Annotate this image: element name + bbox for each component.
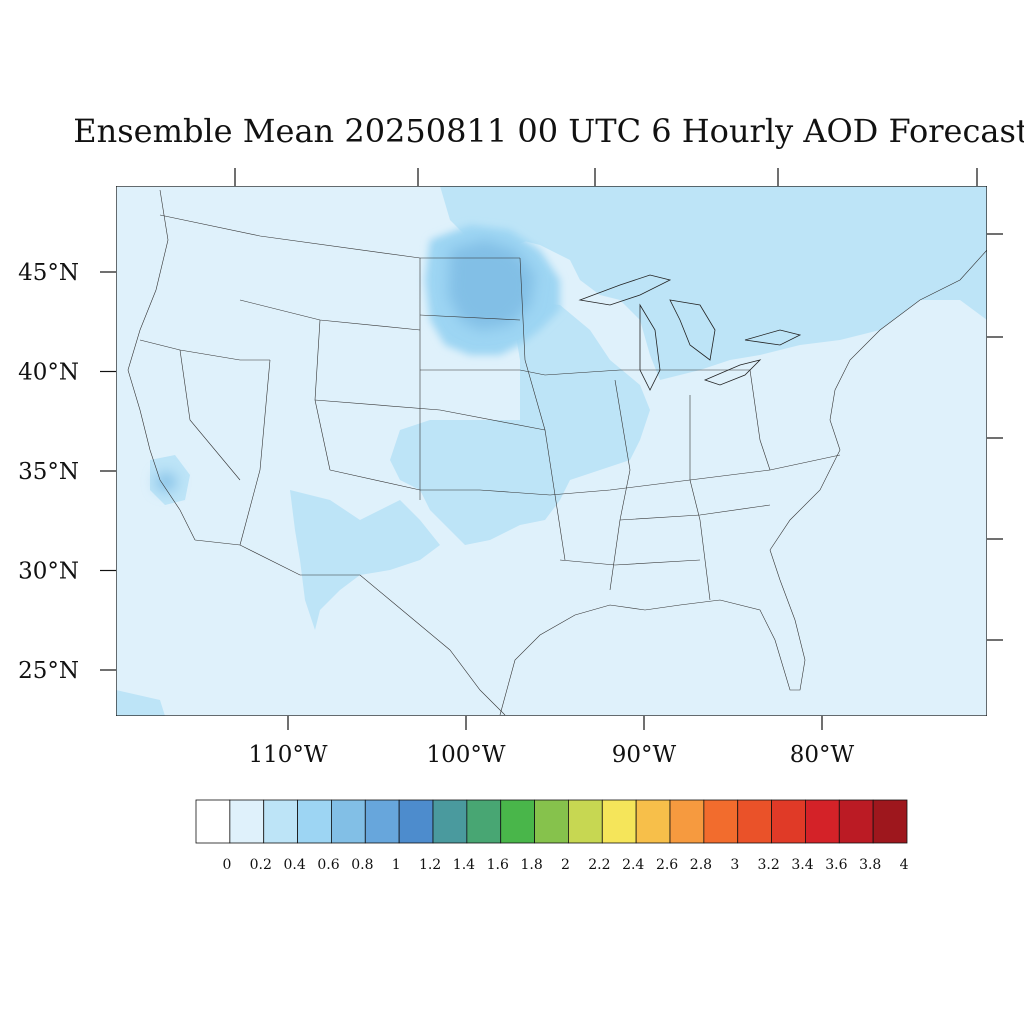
colorbar-label: 1.8: [521, 857, 543, 873]
colorbar-label: 0: [222, 857, 231, 873]
colorbar-label: 1: [392, 857, 401, 873]
colorbar-swatch: [601, 799, 637, 844]
colorbar-label: 0.2: [250, 857, 272, 873]
colorbar-swatch: [534, 799, 569, 844]
line-v2: [519, 257, 566, 561]
colorbar-label: 2.6: [656, 857, 678, 873]
colorbar-label: 3.2: [758, 857, 780, 873]
y-tick-label: 35°N: [18, 459, 79, 485]
lake-erie: [703, 359, 762, 386]
colorbar-label: 1.6: [487, 857, 509, 873]
colorbar-label: 0.6: [317, 857, 339, 873]
map-plot-area: [116, 186, 987, 716]
aod-region-socal-core: [156, 473, 176, 491]
colorbar-swatch: [635, 799, 671, 844]
colorbar-swatch: [229, 799, 265, 844]
colorbar-swatch: [737, 799, 772, 844]
colorbar: 0 0.2 0.4 0.6 0.8 1 1.2 1.4 1.6 1.8 2 2.2 2.4 2.6 2.8 3…: [195, 799, 909, 873]
aod-region-midwest: [390, 300, 650, 545]
coastline-west: [127, 189, 196, 541]
colorbar-label: 3.6: [825, 857, 847, 873]
line-v7: [689, 395, 711, 601]
y-tick-label: 30°N: [18, 559, 79, 585]
lake-superior: [578, 274, 672, 306]
line-sd-ne: [419, 314, 521, 321]
colorbar-swatch: [568, 799, 603, 844]
colorbar-label: 2: [561, 857, 570, 873]
line-ca-nv: [139, 339, 270, 361]
colorbar-label: 4: [900, 857, 909, 873]
great-lakes: [578, 274, 802, 391]
colorbar-swatch: [872, 799, 908, 844]
line-v5: [179, 349, 241, 481]
colorbar-label: 3.4: [791, 857, 813, 873]
colorbar-label: 2.2: [588, 857, 610, 873]
x-tick-label: 110°W: [248, 742, 327, 768]
border-south: [194, 539, 506, 716]
colorbar-label: 0.8: [351, 857, 373, 873]
colorbar-label: 3.8: [859, 857, 881, 873]
lake-ontario: [744, 329, 802, 346]
aod-region-mexico-west: [116, 690, 165, 716]
line-ne-ks: [420, 369, 750, 376]
aod-region-southwest: [290, 490, 440, 630]
line-ok-tx: [329, 454, 841, 496]
line-ar-la: [559, 559, 701, 566]
y-tick-label: 40°N: [18, 360, 79, 386]
lake-huron: [669, 299, 716, 361]
border-north: [159, 214, 520, 259]
colorbar-swatch: [398, 799, 434, 844]
colorbar-swatch: [466, 799, 502, 844]
colorbar-label: 2.4: [622, 857, 644, 873]
colorbar-label: 2.8: [690, 857, 712, 873]
aod-shading: [116, 186, 987, 716]
colorbar-label: 1.2: [419, 857, 441, 873]
line-v3: [239, 359, 271, 546]
lake-michigan: [639, 303, 661, 391]
x-tick-label: 100°W: [426, 742, 505, 768]
colorbar-swatch: [500, 799, 535, 844]
x-tick-label: 80°W: [790, 742, 855, 768]
colorbar-label: 0.4: [284, 857, 306, 873]
line-co-ks: [314, 399, 546, 431]
colorbar-swatch: [364, 799, 400, 844]
line-v8: [749, 369, 771, 471]
colorbar-swatch: [263, 799, 298, 844]
aod-region-canada-east: [500, 186, 987, 380]
aod-shading-core: [156, 240, 535, 491]
coastline-east: [769, 249, 987, 551]
y-tick-label: 45°N: [18, 260, 79, 286]
colorbar-swatch: [669, 799, 705, 844]
state-boundaries: [127, 189, 987, 716]
y-axis-ticks: 45°N 40°N 35°N 30°N 25°N: [18, 260, 116, 684]
colorbar-swatch: [432, 799, 468, 844]
line-v6: [609, 379, 631, 591]
colorbar-label: 3: [730, 857, 739, 873]
x-axis-ticks: 110°W 100°W 90°W 80°W: [234, 168, 1003, 768]
colorbar-label: 1.4: [453, 857, 475, 873]
colorbar-swatch: [805, 799, 840, 844]
line-tn-nc: [619, 504, 771, 521]
colorbar-swatch: [297, 799, 332, 844]
colorbar-swatch: [771, 799, 806, 844]
coastline-gulf: [499, 549, 806, 716]
colorbar-swatch: [838, 799, 874, 844]
aod-region-plains-core: [448, 240, 535, 330]
map-title: Ensemble Mean 20250811 00 UTC 6 Hourly A…: [73, 112, 1024, 150]
colorbar-swatch: [703, 799, 739, 844]
colorbar-swatch: [331, 799, 366, 844]
colorbar-swatch: [195, 799, 231, 844]
line-v4: [314, 319, 331, 471]
y-tick-label: 25°N: [18, 658, 79, 684]
x-tick-label: 90°W: [612, 742, 677, 768]
